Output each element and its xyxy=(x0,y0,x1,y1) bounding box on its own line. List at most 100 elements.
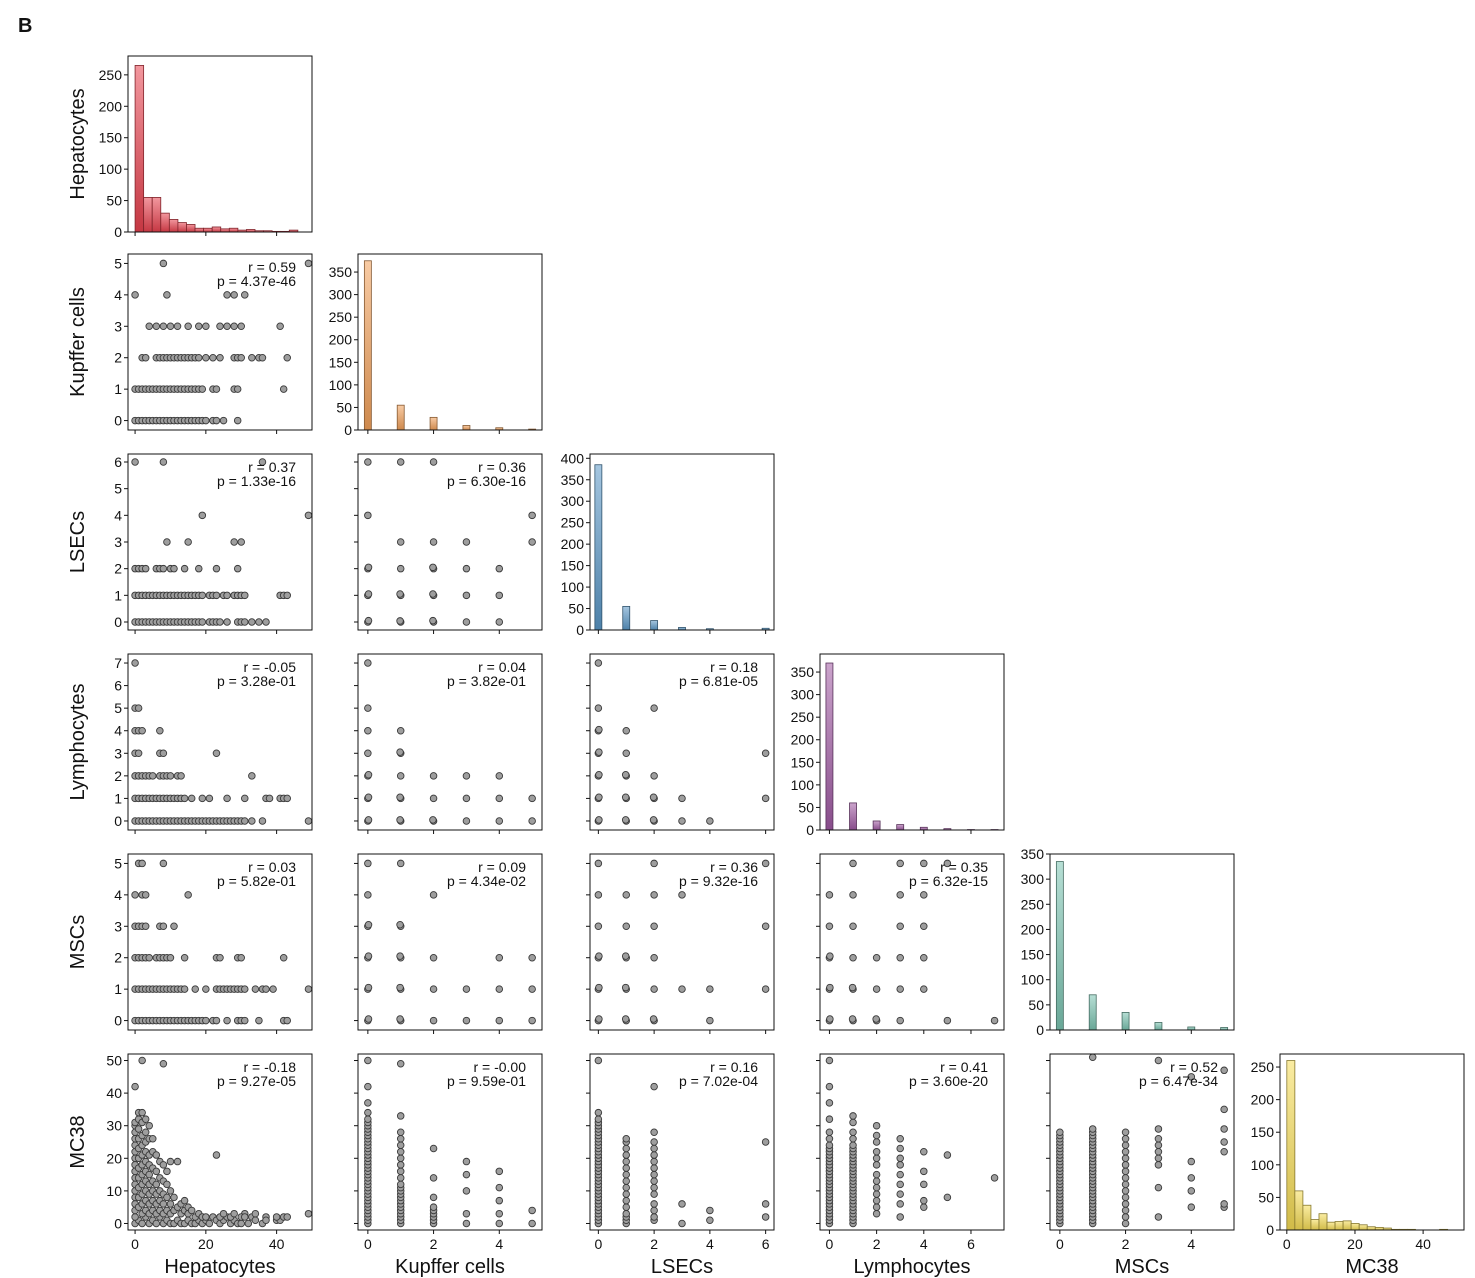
scatter-lymphocytes-vs-mscs-point xyxy=(943,859,952,868)
scatter-lymphocytes-vs-mscs-frame xyxy=(819,853,1005,1031)
scatter-lymphocytes-vs-mc38-point xyxy=(872,1177,881,1185)
x-label-mc38: MC38 xyxy=(1345,1256,1398,1278)
scatter-lsecs-vs-mscs-r-value: r = 0.36 xyxy=(710,859,758,875)
scatter-hepatocytes-vs-lsecs-r-value: r = 0.37 xyxy=(248,459,296,475)
scatter-kupffer-cells-vs-lsecs-point xyxy=(495,591,504,600)
scatter-hepatocytes-vs-mc38-point xyxy=(159,1060,168,1068)
scatter-mscs-vs-mc38-point xyxy=(1056,1128,1064,1136)
scatter-hepatocytes-vs-mc38-point xyxy=(141,1128,150,1136)
scatter-kupffer-cells-vs-mc38-point xyxy=(396,1167,405,1176)
scatter-hepatocytes-vs-kupffer-cells-point xyxy=(212,385,221,393)
scatter-hepatocytes-vs-lsecs-point xyxy=(230,538,238,546)
scatter-hepatocytes-vs-lymphocytes-point xyxy=(304,817,313,825)
scatter-lsecs-vs-lymphocytes-p-value: p = 6.81e-05 xyxy=(679,673,758,689)
scatter-kupffer-cells-vs-mc38-point xyxy=(495,1196,504,1205)
scatter-mscs-vs-mc38-point xyxy=(1220,1138,1228,1146)
scatter-mscs-vs-mc38-point xyxy=(1154,1161,1163,1169)
scatter-hepatocytes-vs-mc38-xtick-label: 0 xyxy=(131,1236,139,1252)
scatter-hepatocytes-vs-lymphocytes-point xyxy=(265,794,274,803)
scatter-kupffer-cells-vs-lsecs-point xyxy=(396,564,405,573)
scatter-mscs-vs-mc38-bg xyxy=(1050,1054,1234,1230)
scatter-mscs-vs-mc38-point xyxy=(1154,1134,1163,1143)
scatter-lymphocytes-vs-mc38-point xyxy=(872,1203,881,1211)
scatter-kupffer-cells-vs-mc38-point xyxy=(429,1203,438,1211)
scatter-lymphocytes-vs-mc38-point xyxy=(896,1161,904,1169)
scatter-kupffer-cells-vs-lymphocytes-point xyxy=(462,817,471,825)
x-label-lymphocytes: Lymphocytes xyxy=(853,1256,970,1278)
scatter-lymphocytes-vs-mscs-point xyxy=(920,922,928,931)
scatter-kupffer-cells-vs-lymphocytes-point xyxy=(528,817,536,825)
scatter-kupffer-cells-vs-lymphocytes-point xyxy=(495,772,504,780)
scatter-hepatocytes-vs-mscs-ytick-label: 2 xyxy=(114,950,122,966)
scatter-lsecs-vs-mc38-point xyxy=(622,1151,630,1159)
scatter-hepatocytes-vs-mc38-point xyxy=(244,1219,253,1228)
hist-lsecs-ytick-label: 0 xyxy=(576,622,584,638)
scatter-lymphocytes-vs-mscs-point xyxy=(849,891,857,899)
scatter-lsecs-vs-mscs-point xyxy=(650,859,658,868)
scatter-hepatocytes-vs-kupffer-cells-point xyxy=(209,353,217,362)
scatter-kupffer-cells-vs-lymphocytes-point xyxy=(396,726,405,735)
scatter-hepatocytes-vs-mc38-point xyxy=(237,1219,245,1228)
scatter-hepatocytes-vs-kupffer-cells-point xyxy=(216,353,224,362)
scatter-kupffer-cells-vs-lsecs-point xyxy=(364,616,373,625)
scatter-hepatocytes-vs-mscs-point xyxy=(180,953,189,962)
hist-kupffer-cells-bar xyxy=(363,260,372,431)
scatter-hepatocytes-vs-mscs-point xyxy=(283,1016,291,1025)
scatter-lsecs-vs-mc38-point xyxy=(678,1219,686,1228)
scatter-kupffer-cells-vs-lsecs-point xyxy=(528,511,536,520)
scatter-lymphocytes-vs-mscs-point xyxy=(849,953,857,962)
hist-lsecs-ytick-label: 200 xyxy=(561,536,585,552)
scatter-hepatocytes-vs-lymphocytes-ytick-label: 1 xyxy=(114,790,122,806)
hist-lymphocytes-bar xyxy=(825,662,834,831)
scatter-kupffer-cells-vs-mc38-point xyxy=(364,1099,372,1107)
scatter-kupffer-cells-vs-lymphocytes-point xyxy=(364,770,373,779)
scatter-mscs-vs-mc38-point xyxy=(1121,1167,1130,1176)
scatter-hepatocytes-vs-mscs-point xyxy=(166,953,175,962)
scatter-hepatocytes-vs-mc38-r-value: r = -0.18 xyxy=(243,1059,296,1075)
hist-hepatocytes-ytick-label: 50 xyxy=(106,193,122,209)
scatter-hepatocytes-vs-kupffer-cells-point xyxy=(279,385,288,393)
scatter-lsecs-vs-lymphocytes-point xyxy=(594,704,603,712)
scatter-lsecs-vs-lymphocytes-point xyxy=(678,794,686,803)
scatter-hepatocytes-vs-lsecs-point xyxy=(195,564,203,573)
scatter-kupffer-cells-vs-mc38-point xyxy=(364,1082,372,1091)
scatter-hepatocytes-vs-mc38-ytick-label: 20 xyxy=(106,1150,122,1166)
scatter-lsecs-vs-mscs-point xyxy=(621,983,630,992)
scatter-hepatocytes-vs-kupffer-cells-point xyxy=(173,322,182,331)
scatter-kupffer-cells-vs-lsecs-point xyxy=(462,564,471,573)
scatter-hepatocytes-vs-lsecs-ytick-label: 2 xyxy=(114,561,122,577)
scatter-hepatocytes-vs-mc38-point xyxy=(166,1157,175,1166)
scatter-hepatocytes-vs-lsecs-ytick-label: 1 xyxy=(114,587,122,603)
hist-mscs: 0 50 100 150 200 250 300 350 xyxy=(1021,846,1235,1038)
hist-lsecs-bar xyxy=(622,605,631,631)
hist-kupffer-cells-bar xyxy=(462,425,471,431)
scatter-kupffer-cells-vs-mscs-point xyxy=(396,920,404,929)
scatter-mscs-vs-mc38-point xyxy=(1154,1213,1163,1221)
scatter-lsecs-vs-mscs-point xyxy=(622,922,630,931)
scatter-hepatocytes-vs-lsecs-point xyxy=(258,458,267,466)
scatter-kupffer-cells-vs-lymphocytes-point xyxy=(495,817,504,825)
scatter-hepatocytes-vs-lymphocytes-point xyxy=(131,659,139,667)
scatter-hepatocytes-vs-lsecs-point xyxy=(141,564,150,573)
x-label-lsecs: LSECs xyxy=(651,1256,713,1278)
scatter-hepatocytes-vs-mscs-point xyxy=(241,1016,249,1025)
scatter-lsecs-vs-lymphocytes-point xyxy=(594,659,603,667)
hist-hepatocytes-bar xyxy=(151,197,162,233)
scatter-kupffer-cells-vs-mc38-point xyxy=(396,1174,405,1182)
scatter-mscs-vs-mc38-point xyxy=(1121,1154,1130,1163)
scatter-hepatocytes-vs-mc38-point xyxy=(219,1209,228,1218)
scatter-hepatocytes-vs-mscs-point xyxy=(262,985,270,993)
scatter-kupffer-cells-vs-mscs-point xyxy=(364,952,373,960)
scatter-hepatocytes-vs-lsecs-point xyxy=(159,458,168,466)
scatter-hepatocytes-vs-mscs-point xyxy=(241,985,249,993)
scatter-lymphocytes-vs-mscs-point xyxy=(849,859,857,868)
scatter-kupffer-cells-vs-mc38-point xyxy=(429,1174,438,1182)
scatter-hepatocytes-vs-mc38-point xyxy=(251,1209,260,1218)
hist-kupffer-cells-ytick-label: 150 xyxy=(329,354,353,370)
hist-kupffer-cells-ytick-label: 100 xyxy=(329,377,353,393)
scatter-hepatocytes-vs-kupffer-cells-point xyxy=(163,291,171,299)
scatter-hepatocytes-vs-kupffer-cells-point xyxy=(230,291,238,299)
scatter-kupffer-cells-vs-mscs-point xyxy=(495,953,504,962)
scatter-hepatocytes-vs-lsecs-point xyxy=(255,618,263,626)
